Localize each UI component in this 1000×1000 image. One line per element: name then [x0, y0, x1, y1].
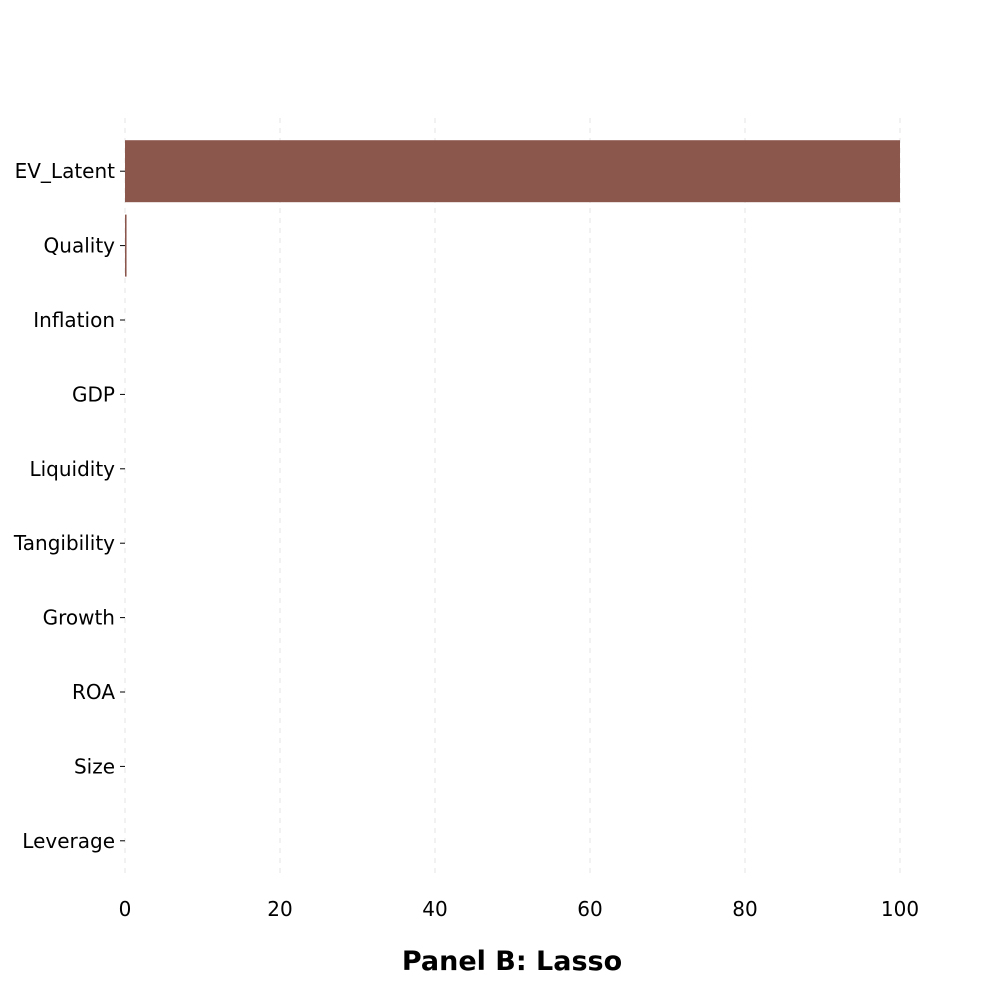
x-tick-label: 40 [422, 897, 447, 921]
bar-ev-latent [125, 140, 900, 203]
x-axis-ticks: 0 20 40 60 80 100 [119, 897, 919, 921]
y-tick-label: Quality [44, 234, 116, 258]
y-tick-label: Liquidity [29, 457, 115, 481]
y-tick-label: Tangibility [13, 531, 115, 555]
x-tick-label: 100 [881, 897, 919, 921]
chart-title: Panel B: Lasso [402, 946, 622, 977]
x-tick-label: 80 [732, 897, 757, 921]
y-tick-label: Size [74, 754, 115, 778]
y-tick-label: Growth [43, 606, 115, 630]
x-tick-label: 20 [267, 897, 292, 921]
y-tick-label: ROA [72, 680, 115, 704]
y-axis-ticks: EV_Latent Quality Inflation GDP Liquidity Tan… [13, 159, 125, 853]
y-tick-label: Leverage [22, 829, 115, 853]
y-tick-label: EV_Latent [15, 159, 116, 183]
y-tick-label: GDP [72, 382, 115, 406]
y-tick-label: Inflation [33, 308, 115, 332]
x-tick-label: 60 [577, 897, 602, 921]
bars [125, 140, 900, 277]
bar-quality [125, 214, 127, 277]
x-tick-label: 0 [119, 897, 132, 921]
x-gridlines [124, 118, 901, 878]
